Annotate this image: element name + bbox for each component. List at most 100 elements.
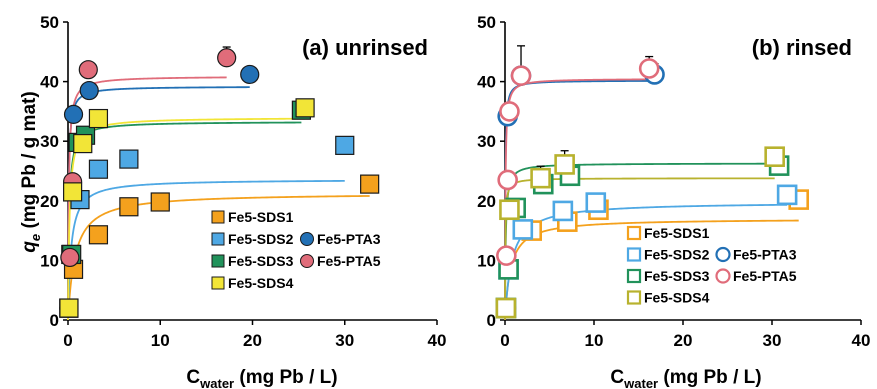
pa-y-tick-label: 50 [40,13,59,32]
pa-point-fe5-sds2 [119,149,139,169]
pa-point-fe5-sds4 [63,182,83,202]
pa-legend-label-fe5-pta5: Fe5-PTA5 [317,253,381,269]
pa-x-tick-label: 20 [243,331,262,350]
pb-legend-marker-fe5-pta5 [715,268,731,284]
pa-legend-marker-fe5-sds4 [211,276,225,290]
pa-fit-curve-fe5-sds2 [67,179,345,320]
pb-point-fe5-sds4 [499,199,520,221]
pa-legend-marker-fe5-pta3 [300,232,314,246]
pa-legend-marker-fe5-sds1 [211,210,225,224]
pb-y-tick-label: 50 [477,13,496,32]
pa-legend-label-fe5-pta3: Fe5-PTA3 [317,231,381,247]
pa-legend-marker-fe5-sds2 [211,232,225,246]
pb-x-tick-label: 40 [852,331,871,350]
pa-point-fe5-sds2 [335,135,355,155]
pb-legend-marker-fe5-sds3 [626,268,642,284]
pb-y-tick-label: 40 [477,73,496,92]
pa-legend-label-fe5-sds2: Fe5-SDS2 [228,231,294,247]
pa-point-fe5-sds4 [88,108,109,129]
pb-point-fe5-pta5 [499,101,520,122]
pa-point-fe5-pta5 [60,247,80,268]
panel-a-unrinsed: 0 10 20 30 40 50 0 10 20 30 40 (a) unrinsed Fe5-SDS1… [40,13,446,350]
pb-point-fe5-sds2 [512,219,534,240]
pa-point-fe5-sds1 [150,192,170,212]
pa-x-tick-label: 0 [63,331,72,350]
x-axis-title-a-sub: water [199,376,234,389]
pb-legend-marker-fe5-sds1 [626,225,642,241]
pa-point-fe5-pta5 [78,60,98,80]
pa-point-fe5-pta3 [63,104,84,124]
y-axis-title-sub: e [28,234,43,241]
pa-x-tick-label: 10 [151,331,170,350]
pa-point-fe5-sds1 [119,197,139,217]
x-axis-title-a: Cwater (mg Pb / L) [186,367,337,389]
pb-legend-marker-fe5-sds4 [626,290,642,305]
pa-legend-marker-fe5-sds3 [211,254,225,268]
pa-point-fe5-sds4 [73,133,93,154]
pb-point-fe5-sds2 [585,192,607,213]
pb-panel-title: (b) rinsed [752,35,852,60]
y-axis-title-rest: (mg Pb / g mat) [19,91,40,234]
pb-legend-label-fe5-sds2: Fe5-SDS2 [644,247,710,263]
x-axis-title-a-main: C [186,367,200,388]
pa-point-fe5-sds4 [59,298,79,318]
pb-x-tick-label: 30 [763,331,782,350]
pb-point-fe5-sds4 [530,167,551,189]
pb-x-tick-label: 0 [500,331,509,350]
panel-b-rinsed: 0 10 20 30 40 50 0 10 20 30 40 (b) rinsed Fe5-SDS1 Fe… [477,13,870,350]
pb-legend-label-fe5-sds1: Fe5-SDS1 [644,225,710,241]
pb-fit-curve-fe5-pta5 [504,78,650,320]
pa-point-fe5-pta3 [240,64,260,85]
pb-point-fe5-pta5 [496,245,517,266]
pa-fit-curve-fe5-sds3 [67,121,302,320]
y-axis-title-q: q [19,241,40,253]
pb-point-fe5-pta5 [510,65,532,86]
pa-y-tick-label: 0 [50,311,59,330]
pb-legend-label-fe5-sds4: Fe5-SDS4 [644,290,710,306]
pb-legend-label-fe5-sds3: Fe5-SDS3 [644,268,710,284]
pb-y-tick-label: 20 [477,192,496,211]
pb-y-tick-label: 10 [477,251,496,270]
pb-point-fe5-pta5 [497,169,518,191]
pb-fit-curve-fe5-pta3 [504,80,655,320]
x-axis-title-b-sub: water [623,376,658,389]
pa-fit-curve-fe5-pta5 [67,76,227,320]
pb-point-fe5-sds2 [552,200,574,222]
pb-legend-marker-fe5-sds2 [626,247,642,262]
pb-point-fe5-sds2 [776,184,798,206]
pa-panel-title: (a) unrinsed [302,35,428,60]
pb-x-tick-label: 20 [674,331,693,350]
pb-legend-label-fe5-pta5: Fe5-PTA5 [733,268,797,284]
pa-legend-marker-fe5-pta5 [300,254,314,268]
pa-y-tick-label: 10 [40,251,59,270]
pb-point-fe5-sds4 [764,146,785,167]
pa-fit-curve-fe5-sds4 [67,117,306,320]
pb-x-tick-label: 10 [585,331,604,350]
pa-y-tick-label: 40 [40,73,59,92]
pa-point-fe5-sds1 [88,225,109,245]
x-axis-title-b-main: C [610,367,624,388]
pb-y-tick-label: 0 [487,311,496,330]
pb-point-fe5-pta5 [638,58,660,79]
pa-y-tick-label: 30 [40,132,59,151]
pa-y-tick-label: 20 [40,192,59,211]
x-axis-title-b-rest: (mg Pb / L) [658,367,761,388]
pa-point-fe5-pta3 [79,80,99,101]
pa-point-fe5-pta5 [217,48,237,68]
y-axis-title: qe (mg Pb / g mat) [19,91,43,252]
pb-legend-label-fe5-pta3: Fe5-PTA3 [733,247,797,263]
pa-point-fe5-sds1 [360,174,380,194]
pa-x-tick-label: 40 [428,331,447,350]
pb-point-fe5-sds4 [554,154,575,175]
pa-legend-label-fe5-sds1: Fe5-SDS1 [228,209,294,225]
pb-y-tick-label: 30 [477,132,496,151]
x-axis-title-b: Cwater (mg Pb / L) [610,367,761,389]
pa-legend-label-fe5-sds3: Fe5-SDS3 [228,253,294,269]
pa-point-fe5-sds4 [295,98,315,118]
pb-legend-marker-fe5-pta3 [715,246,731,263]
pa-legend-label-fe5-sds4: Fe5-SDS4 [228,275,294,291]
x-axis-title-a-rest: (mg Pb / L) [234,367,337,388]
pa-x-tick-label: 30 [335,331,354,350]
pa-point-fe5-sds2 [88,159,109,179]
